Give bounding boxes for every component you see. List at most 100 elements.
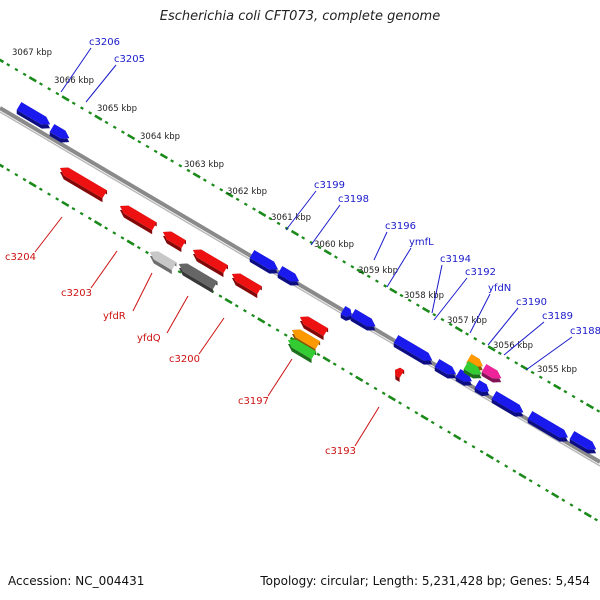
reverse-gene (193, 249, 229, 274)
tick-layer (0, 58, 600, 522)
kbp-tick (530, 370, 535, 375)
kbp-tick (553, 383, 562, 391)
kbp-label: 3062 kbp (227, 187, 267, 197)
kbp-label: 3061 kbp (271, 213, 311, 223)
reverse-tick (22, 177, 27, 182)
kbp-tick (465, 332, 469, 336)
reverse-tick (55, 197, 60, 201)
reverse-tick (406, 406, 411, 410)
reverse-leader (198, 317, 225, 355)
forward-leader (431, 264, 443, 314)
kbp-tick (55, 91, 60, 96)
reverse-tick (577, 508, 582, 512)
kbp-tick (178, 163, 183, 168)
reverse-tick (447, 430, 451, 434)
reverse-tick (120, 236, 125, 240)
reverse-tick (545, 488, 549, 493)
forward-leader (469, 293, 491, 334)
forward-leader (285, 190, 317, 231)
reverse-tick (47, 192, 51, 196)
reverse-gene-label: c3200 (169, 354, 200, 365)
kbp-tick (252, 207, 256, 211)
forward-gene (277, 266, 299, 282)
kbp-tick (585, 402, 595, 410)
forward-gene-label: c3194 (440, 254, 471, 265)
forward-leader (487, 307, 519, 346)
kbp-tick (399, 293, 404, 298)
forward-gene (277, 266, 299, 286)
kbp-tick (596, 409, 600, 413)
kbp-tick (88, 111, 93, 115)
reverse-tick (479, 449, 484, 454)
reverse-tick (257, 317, 266, 324)
forward-gene (393, 335, 433, 361)
forward-gene-label: c3205 (114, 54, 145, 65)
kbp-tick (6, 63, 11, 67)
kbp-tick (366, 274, 371, 279)
forward-gene (569, 431, 597, 450)
reverse-tick (126, 239, 135, 246)
kbp-tick (497, 351, 502, 355)
reverse-tick (504, 464, 509, 468)
reverse-tick (267, 323, 272, 328)
kbp-tick (506, 356, 510, 360)
reverse-tick (332, 362, 337, 366)
reverse-gene (395, 367, 405, 378)
reverse-tick (485, 453, 494, 460)
kbp-tick (258, 210, 267, 217)
kbp-tick (145, 144, 150, 149)
reverse-tick (316, 352, 321, 357)
reverse-gene (120, 205, 157, 231)
kbp-tick (571, 394, 576, 399)
reverse-tick (387, 395, 396, 402)
reverse-tick (496, 459, 500, 464)
reverse-tick (61, 200, 70, 208)
reverse-tick (234, 304, 239, 308)
reverse-tick (71, 206, 76, 211)
kbp-label: 3064 kbp (140, 132, 180, 142)
reverse-tick (349, 372, 353, 376)
kbp-tick (374, 279, 379, 283)
reverse-tick (275, 328, 280, 332)
reverse-tick (177, 270, 182, 274)
forward-gene (340, 306, 352, 317)
kbp-tick (243, 202, 248, 206)
reverse-tick (365, 381, 370, 386)
kbp-tick (94, 114, 103, 121)
reverse-gene (60, 167, 108, 199)
kbp-tick (192, 172, 201, 179)
kbp-label: 3056 kbp (493, 341, 533, 351)
kbp-tick (276, 221, 281, 226)
kbp-tick (481, 341, 486, 346)
reverse-tick (414, 410, 419, 415)
reverse-tick (218, 294, 223, 298)
kbp-tick (14, 67, 19, 72)
kbp-tick (448, 322, 453, 327)
forward-gene (527, 411, 568, 438)
reverse-tick (583, 511, 592, 518)
reverse-tick (536, 483, 541, 488)
forward-gene (393, 335, 433, 365)
green-feature (288, 339, 317, 360)
page-title: Escherichia coli CFT073, complete genome (159, 9, 441, 24)
kbp-tick (120, 130, 125, 134)
kbp-label: 3058 kbp (404, 291, 444, 301)
reverse-tick (28, 181, 37, 188)
kbp-label: 3057 kbp (447, 316, 487, 326)
kbp-tick (389, 287, 398, 294)
kbp-tick (407, 298, 412, 303)
kbp-tick (342, 260, 347, 264)
reverse-tick (438, 425, 443, 430)
kbp-tick (421, 306, 431, 314)
forward-leader (85, 64, 117, 103)
forward-leader (310, 204, 341, 246)
reverse-tick (14, 172, 19, 177)
kbp-tick (186, 168, 191, 173)
reverse-tick (453, 433, 462, 441)
reverse-tick (93, 220, 103, 227)
forward-gene (474, 380, 490, 393)
kbp-tick (71, 101, 76, 106)
kbp-label: 3067 kbp (12, 48, 52, 58)
kbp-tick (415, 303, 420, 307)
kbp-tick (317, 245, 322, 250)
